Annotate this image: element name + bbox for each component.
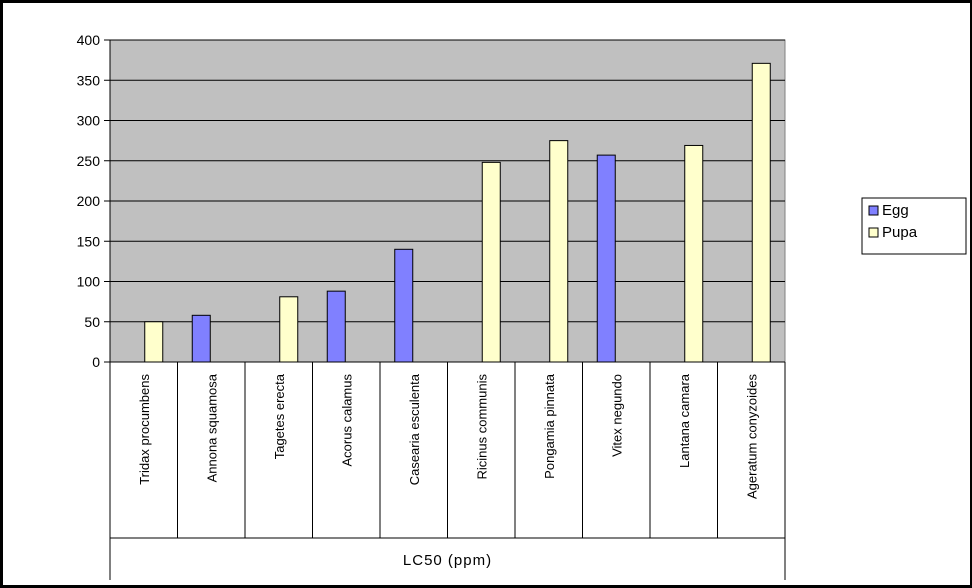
bars [144, 62, 771, 363]
x-category-label: Pongamia pinnata [542, 373, 557, 479]
legend-box [861, 197, 967, 255]
y-tick-label: 350 [77, 72, 101, 88]
bar-pupa [684, 144, 704, 363]
x-category-label: Casearia esculenta [407, 373, 422, 485]
legend-swatch-pupa [868, 227, 879, 238]
legend: Egg Pupa [861, 197, 967, 255]
legend-label-pupa: Pupa [882, 224, 918, 241]
bar-pupa [751, 62, 771, 363]
x-category-label: Ageratum conyzoides [744, 374, 759, 500]
bar-pupa [481, 161, 501, 363]
y-tick-label: 300 [77, 113, 101, 129]
bar-egg [326, 290, 346, 363]
bar-pupa [549, 140, 569, 363]
axes [109, 40, 786, 580]
y-tick-label: 0 [92, 354, 100, 370]
x-category-label: Vitex negundo [609, 374, 624, 457]
y-tick-label: 150 [77, 233, 101, 249]
bar-egg [394, 248, 414, 363]
bar-pupa [279, 296, 299, 363]
bar-egg [596, 154, 616, 363]
legend-swatch-egg [868, 205, 879, 216]
y-axis-ticks: 0 50 100 150 200 250 300 350 400 [77, 32, 110, 370]
x-category-label: Annona squamosa [204, 373, 219, 482]
y-tick-label: 50 [84, 314, 100, 330]
x-category-label: Lantana camara [677, 373, 692, 468]
x-category-label: Acorus calamus [339, 374, 354, 467]
x-category-label: Tridax procumbens [137, 374, 152, 485]
bar-pupa [144, 321, 164, 363]
x-axis-categories: Tridax procumbens Annona squamosa Tagetes … [137, 373, 760, 499]
x-category-label: Ricinus communis [474, 374, 489, 480]
y-tick-label: 200 [77, 193, 101, 209]
y-tick-label: 250 [77, 153, 101, 169]
bar-egg [191, 314, 211, 363]
y-tick-label: 400 [77, 32, 101, 48]
x-category-label: Tagetes erecta [272, 373, 287, 459]
y-tick-label: 100 [77, 274, 101, 290]
gridlines [110, 39, 785, 323]
x-axis-title: LC50 (ppm) [403, 552, 492, 569]
legend-label-egg: Egg [882, 202, 909, 219]
